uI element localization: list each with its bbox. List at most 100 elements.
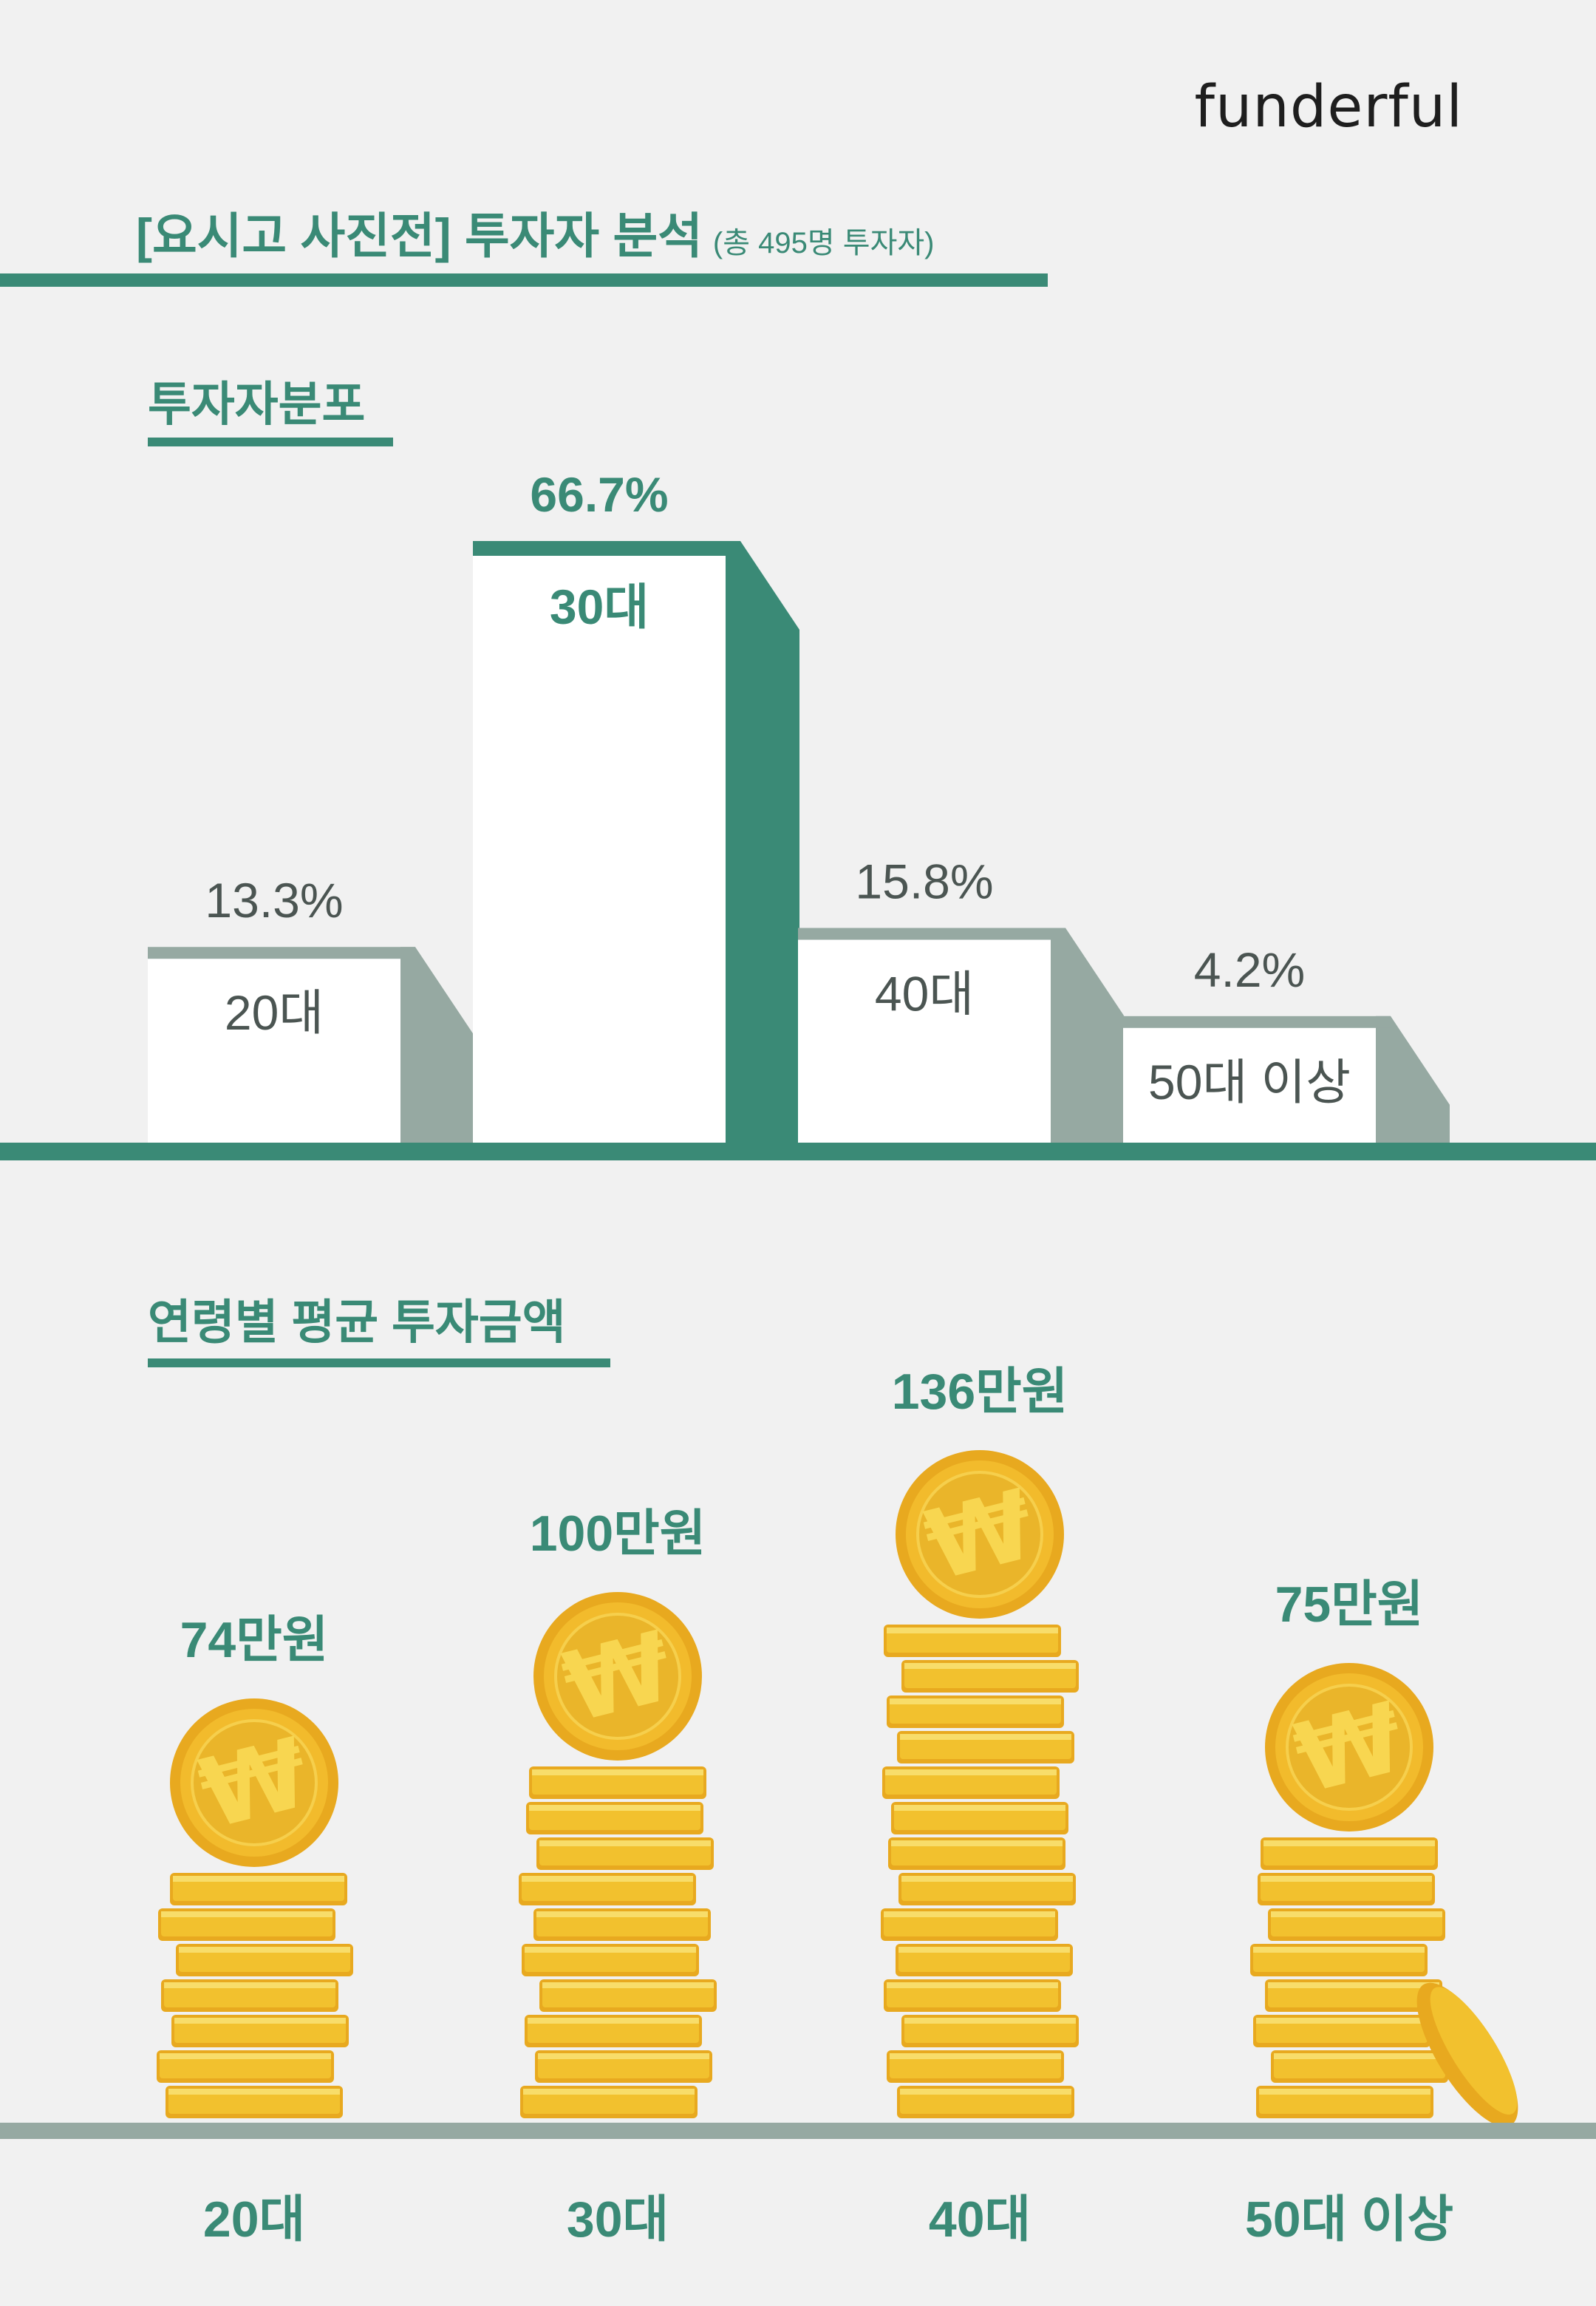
coin-layer-face (529, 1805, 700, 1830)
coin-layer-shine (528, 2018, 699, 2024)
section-title-average: 연령별 평균 투자금액 (148, 1296, 566, 1349)
coin-stack-1: ₩ (519, 1592, 717, 2118)
coin-layer-shine (891, 1840, 1063, 1846)
coin-layer-shine (894, 1805, 1065, 1811)
bar-face (473, 541, 726, 1144)
bar-cap (798, 928, 1065, 940)
bar-cap (1123, 1016, 1391, 1028)
bar-value-label: 4.2% (1194, 942, 1305, 997)
coin-layer-shine (1264, 1840, 1435, 1846)
coin-layer-face (538, 2053, 709, 2078)
coin-inner (554, 1613, 681, 1740)
coin-layer-face (542, 1982, 714, 2007)
page-subtitle: (총 495명 투자자) (712, 227, 935, 259)
coin-layer-shine (168, 2089, 340, 2095)
coin-layer-face (161, 1911, 332, 1936)
coin-layer-shine (536, 1911, 708, 1917)
coin-layer-face (525, 1947, 696, 1972)
stack-value-label: 74만원 (180, 1612, 329, 1668)
coin-layer-face (884, 1911, 1055, 1936)
coin-layer-face (1271, 1911, 1442, 1936)
coin-layer-face (1268, 1982, 1439, 2007)
coin-layer-face (160, 2053, 331, 2078)
section-underline-average (148, 1358, 610, 1367)
coin-layer-shine (900, 2089, 1071, 2095)
coin-inner (1286, 1684, 1413, 1811)
coin-layer-face (891, 1840, 1063, 1865)
coin-layer-shine (174, 2018, 346, 2024)
baseline (0, 1143, 1596, 1160)
coin-layer-face (1274, 2053, 1445, 2078)
coin-layer-shine (887, 1628, 1058, 1633)
coin-layer-shine (173, 1876, 344, 1882)
won-sign: ₩ (189, 1716, 319, 1851)
won-sign: ₩ (915, 1468, 1045, 1602)
coin-layer-shine (890, 2053, 1061, 2059)
coin-layer-shine (1256, 2018, 1428, 2024)
coin-layer-face (168, 2089, 340, 2114)
coin-layer-shine (1268, 1982, 1439, 1988)
stack-value-label: 75만원 (1275, 1577, 1424, 1633)
stack-value-label: 136만원 (892, 1364, 1068, 1420)
coin-layer-face (904, 2018, 1076, 2043)
coin-layer-shine (1274, 2053, 1445, 2059)
coin-layer-shine (542, 1982, 714, 1988)
won-sign: ₩ (553, 1610, 683, 1744)
bar-category-label: 20대 (225, 985, 324, 1040)
coin-layer-shine (525, 1947, 696, 1953)
coin-layer-face (887, 1982, 1058, 2007)
bar-value-label: 15.8% (855, 854, 993, 908)
coin-layer-face (900, 2089, 1071, 2114)
coin-layer-face (536, 1911, 708, 1936)
coin-layer-shine (885, 1769, 1057, 1775)
coin-layer-shine (904, 1663, 1076, 1669)
bar-category-label: 30대 (550, 579, 649, 634)
coin-layer-face (898, 1947, 1070, 1972)
coin-layer-face (900, 1734, 1071, 1759)
coin-layer-shine (1261, 1876, 1432, 1882)
coin-layer-shine (523, 2089, 695, 2095)
coin-layer-shine (898, 1947, 1070, 1953)
coin-layer-shine (529, 1805, 700, 1811)
coin-layer-shine (160, 2053, 331, 2059)
coin-layer-face (539, 1840, 711, 1865)
coin-layer-face (890, 1698, 1061, 1724)
coin-layer-shine (887, 1982, 1058, 1988)
stack-category-label: 40대 (929, 2191, 1031, 2248)
coin-layer-face (522, 1876, 693, 1901)
coin-baseline (0, 2123, 1596, 2139)
stack-value-label: 100만원 (530, 1506, 706, 1562)
bar-category-label: 40대 (875, 966, 974, 1021)
won-sign: ₩ (1284, 1681, 1414, 1815)
bar-side (1051, 928, 1125, 1144)
leaning-coin (1416, 1982, 1518, 2127)
coin-layer-shine (539, 1840, 711, 1846)
coin-layer-face (173, 1876, 344, 1901)
coin-layer-face (179, 1947, 350, 1972)
coin-layer-face (1253, 1947, 1425, 1972)
distribution-bar-1 (473, 541, 799, 1144)
brand-logo: funderful (1194, 74, 1463, 140)
coin-layer-face (523, 2089, 695, 2114)
stack-category-label: 30대 (567, 2191, 669, 2248)
coin-layer-shine (901, 1876, 1073, 1882)
coin-layer-shine (1271, 1911, 1442, 1917)
coin-layer-face (1261, 1876, 1432, 1901)
stack-category-label: 50대 이상 (1245, 2191, 1453, 2248)
bar-face (1123, 1016, 1376, 1144)
bar-side (726, 541, 799, 1144)
bar-category-label: 50대 이상 (1148, 1055, 1351, 1109)
bar-value-label: 66.7% (530, 467, 668, 522)
coin-stack-0: ₩ (157, 1698, 353, 2118)
coin-layer-shine (1253, 1947, 1425, 1953)
coin-layer-face (885, 1769, 1057, 1795)
distribution-bar-3 (1123, 1016, 1450, 1144)
coin-layer-shine (538, 2053, 709, 2059)
coin-stack-2: ₩ (881, 1450, 1079, 2118)
coin-inner (916, 1471, 1043, 1598)
coin-inner (191, 1719, 318, 1846)
bar-cap (473, 541, 740, 556)
distribution-bar-0 (148, 947, 474, 1144)
coin-layer-shine (904, 2018, 1076, 2024)
